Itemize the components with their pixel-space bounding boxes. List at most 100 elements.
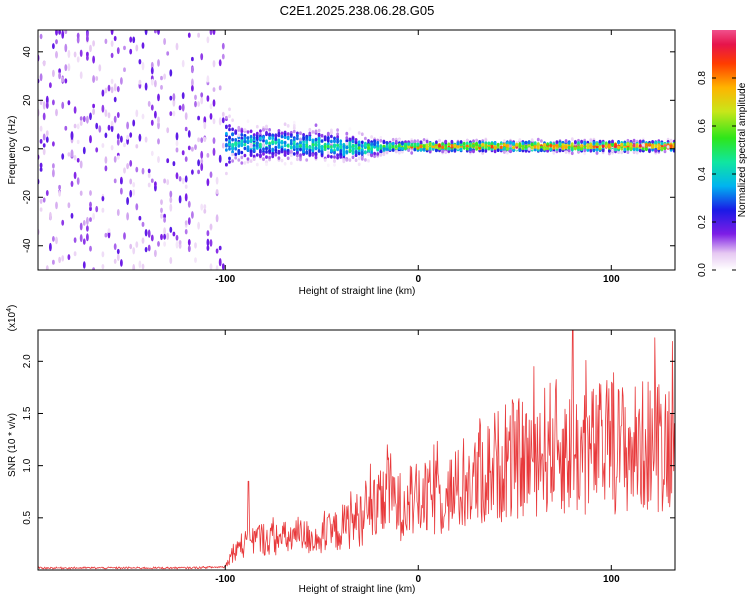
spectrogram-cell [240, 150, 244, 155]
spectrogram-cell [469, 147, 472, 151]
spectrogram-cell [265, 162, 268, 167]
spectrogram-cell [330, 130, 333, 135]
spectrogram-panel: -100 0 100 -40 -20 0 20 40 Height of straight … [7, 29, 676, 297]
spectrogram-cell [246, 136, 250, 140]
spectrogram-cell [404, 140, 407, 144]
spectrogram-cell [484, 144, 488, 148]
spectrogram-cell [271, 140, 275, 144]
spectrogram-cell [280, 131, 284, 136]
spectrogram-cell [472, 139, 475, 143]
spectrogram-cell [645, 142, 648, 147]
spectrogram-cell [212, 60, 216, 68]
spectrogram-cell [259, 144, 262, 148]
spectrogram-cell [271, 133, 275, 138]
spectrogram-cell [330, 155, 333, 159]
spectrogram-cell [376, 143, 380, 148]
spectrogram-y-axis: -40 -20 0 20 40 [22, 46, 675, 253]
spectrogram-cell [184, 126, 188, 132]
spectrogram-cell [166, 232, 170, 240]
spectrogram-cell [370, 150, 373, 154]
spectrogram-cell [82, 220, 86, 226]
spectrogram-cell [265, 131, 268, 135]
spectrogram-cell [459, 140, 463, 144]
spectrogram-cell [456, 144, 460, 149]
spectrogram-cell [632, 138, 636, 143]
spectrogram-cell [570, 147, 574, 151]
spectrogram-cell [357, 146, 361, 150]
spectrogram-cell [354, 150, 358, 154]
x-tick-label: 0 [415, 274, 421, 285]
spectrogram-cell [654, 144, 658, 148]
spectrogram-cell [237, 148, 241, 153]
spectrogram-cell [79, 160, 83, 169]
spectrogram-cell [326, 150, 330, 155]
spectrogram-cell [228, 135, 231, 140]
spectrogram-cell [181, 59, 185, 68]
spectrogram-cell [357, 156, 361, 161]
spectrogram-cell [175, 147, 179, 153]
spectrogram-cell [221, 142, 225, 149]
spectrogram-cell [330, 139, 333, 144]
spectrogram-cell [154, 249, 157, 258]
spectrogram-cell [187, 239, 191, 246]
spectrogram-cell [55, 201, 58, 210]
spectrogram-cell [215, 189, 219, 195]
spectrogram-cell [150, 78, 154, 86]
spectrogram-cell [259, 129, 262, 133]
spectrogram-cell [283, 140, 287, 145]
spectrogram-cell [611, 143, 614, 147]
spectrogram-cell [55, 39, 58, 45]
spectrogram-cell [481, 151, 485, 155]
spectrogram-cell [509, 140, 512, 145]
spectrogram-cell [493, 141, 497, 146]
spectrogram-cell [533, 147, 537, 152]
spectrogram-cell [178, 195, 182, 204]
spectrogram-cell [326, 163, 330, 168]
spectrogram-cell [209, 171, 213, 178]
spectrogram-cell [524, 144, 528, 149]
spectrogram-cell [237, 125, 241, 130]
spectrogram-cell [308, 136, 312, 140]
spectrogram-cell [323, 158, 327, 162]
spectrogram-cell [150, 61, 154, 69]
spectrogram-cell [289, 145, 293, 149]
spectrogram-cell [626, 147, 630, 151]
spectrogram-cell [314, 123, 318, 127]
spectrogram-cell [79, 234, 83, 243]
spectrogram-cell [240, 155, 244, 160]
spectrogram-cell [252, 133, 256, 137]
spectrogram-cell [187, 245, 191, 253]
spectrogram-cell [231, 152, 235, 157]
spectrogram-cell [530, 138, 534, 142]
spectrogram-cell [570, 151, 574, 156]
spectrogram-cell [308, 149, 312, 153]
spectrogram-cell [73, 106, 77, 114]
spectrogram-cell [330, 145, 333, 149]
spectrogram-cell [509, 143, 512, 148]
spectrogram-cell [373, 154, 376, 159]
spectrogram-cell [487, 141, 491, 146]
spectrogram-cell [265, 155, 268, 159]
spectrogram-cell [512, 148, 515, 152]
spectrogram-cell [113, 243, 117, 251]
spectrogram-cell [191, 146, 194, 152]
spectrogram-cell [113, 258, 117, 264]
spectrogram-cell [654, 149, 658, 153]
spectrogram-cell [465, 141, 469, 146]
spectrogram-cell [317, 149, 321, 153]
spectrogram-cell [589, 149, 593, 153]
spectrogram-cell [95, 147, 99, 153]
spectrogram-cell [370, 142, 373, 146]
spectrogram-cell [160, 233, 163, 241]
spectrogram-cell [601, 148, 605, 153]
snr-plot-area [38, 330, 675, 570]
spectrogram-cell [512, 145, 515, 150]
spectrogram-cell [574, 140, 577, 144]
spectrogram-cell [215, 176, 219, 185]
spectrogram-cell [249, 129, 253, 134]
spectrogram-cell [237, 151, 241, 156]
spectrogram-cell [231, 118, 235, 122]
spectrogram-cell [567, 145, 571, 150]
spectrogram-cell [422, 147, 426, 151]
spectrogram-cell [490, 144, 494, 149]
